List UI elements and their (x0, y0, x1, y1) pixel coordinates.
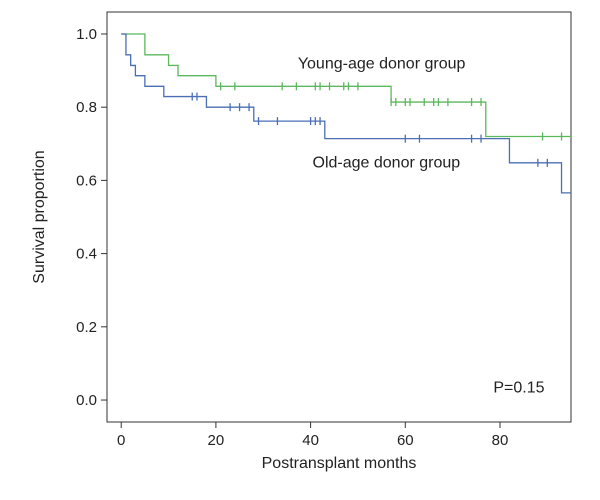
x-tick-label: 0 (117, 432, 125, 449)
x-axis-title: Postransplant months (262, 455, 417, 472)
y-axis-title: Survival proportion (31, 150, 48, 283)
series-old-age (121, 33, 571, 194)
x-tick-label: 20 (208, 432, 225, 449)
series-layer (121, 33, 571, 194)
x-tick-label: 60 (397, 432, 414, 449)
y-tick-label: 0.2 (76, 319, 97, 336)
y-tick-label: 0.6 (76, 172, 97, 189)
y-tick-label: 0.4 (76, 246, 97, 263)
plot-frame (106, 11, 572, 423)
y-axis: 0.0 0.2 0.4 0.6 0.8 1.0 (76, 26, 107, 409)
x-axis: 0 20 40 60 80 (117, 422, 508, 449)
annotation-layer: Young-age donor group Old-age donor group… (298, 56, 545, 397)
y-tick-label: 0.8 (76, 99, 97, 116)
label-old-age-group: Old-age donor group (313, 155, 461, 172)
y-tick-label: 1.0 (76, 26, 97, 43)
y-tick-label: 0.0 (76, 392, 97, 409)
survival-curve (121, 33, 571, 138)
x-tick-label: 80 (492, 432, 509, 449)
series-young-age (121, 33, 571, 141)
label-young-age-group: Young-age donor group (298, 56, 466, 73)
p-value-label: P=0.15 (493, 380, 544, 397)
x-tick-label: 40 (302, 432, 319, 449)
survival-curve (121, 33, 571, 194)
